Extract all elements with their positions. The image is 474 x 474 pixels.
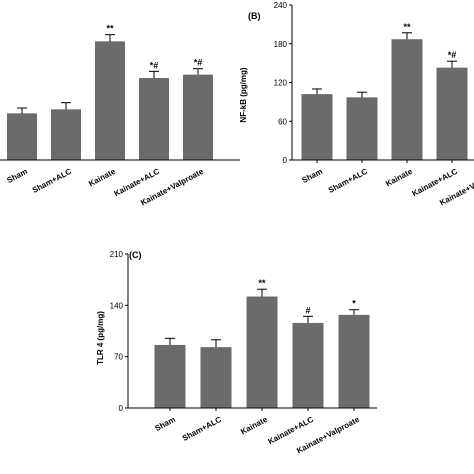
y-tick-label: 0: [119, 404, 124, 413]
chart-panel-a: Sham Sham+ALC**Kainate*#Kainate+ALC*#Kain…: [0, 24, 240, 207]
significance-label: *#: [194, 58, 203, 68]
bar: [183, 74, 213, 160]
y-tick-label: 180: [274, 40, 288, 49]
significance-label: *#: [448, 50, 457, 60]
bar: [154, 344, 186, 408]
x-category-label: Sham: [153, 415, 176, 433]
x-category-label: Sham+ALC: [181, 415, 223, 443]
bar: [246, 296, 278, 408]
x-category-label: Sham: [300, 167, 323, 185]
y-tick-label: 120: [274, 79, 288, 88]
y-tick-label: 140: [110, 301, 124, 310]
x-category-label: Kainate: [87, 167, 117, 189]
significance-label: **: [106, 24, 114, 34]
significance-label: *#: [150, 60, 159, 70]
panel-label: (C): [129, 250, 142, 260]
significance-label: *: [352, 299, 356, 309]
significance-label: **: [258, 278, 266, 288]
x-category-label: Sham+ALC: [31, 167, 73, 195]
bar: [292, 322, 324, 408]
bar: [139, 78, 169, 160]
significance-label: **: [403, 22, 411, 32]
x-category-label: Kainate: [239, 415, 269, 437]
x-category-label: Kainate: [384, 167, 414, 189]
y-tick-label: 240: [274, 1, 288, 10]
y-tick-label: 70: [114, 353, 123, 362]
bar: [51, 109, 81, 160]
bar: [301, 94, 333, 160]
bar: [95, 41, 125, 161]
significance-label: #: [305, 305, 310, 315]
x-category-label: Sham: [5, 167, 28, 185]
bar: [436, 67, 468, 160]
y-axis-label: TLR 4 (pg/mg): [96, 311, 105, 365]
bar: [391, 39, 423, 160]
panel-label: (B): [248, 11, 261, 21]
chart-panel-c: 0 70 140 210 TLR 4 (pg/mg) (C) Sham Sham+ALC ** K…: [96, 250, 377, 455]
bar: [7, 113, 37, 160]
bar: [346, 97, 378, 160]
y-tick-label: 210: [110, 250, 124, 259]
y-tick-label: 60: [278, 117, 287, 126]
bar: [338, 314, 370, 408]
bar: [200, 347, 232, 408]
x-category-label: Sham+ALC: [327, 167, 369, 195]
y-tick-label: 0: [283, 156, 288, 165]
y-axis-label: NF-kB (pg/mg): [239, 67, 248, 122]
chart-panel-b: 0 60 120 180 240 NF-kB (pg/mg) (B) Sham Sham+ALC…: [239, 1, 474, 207]
